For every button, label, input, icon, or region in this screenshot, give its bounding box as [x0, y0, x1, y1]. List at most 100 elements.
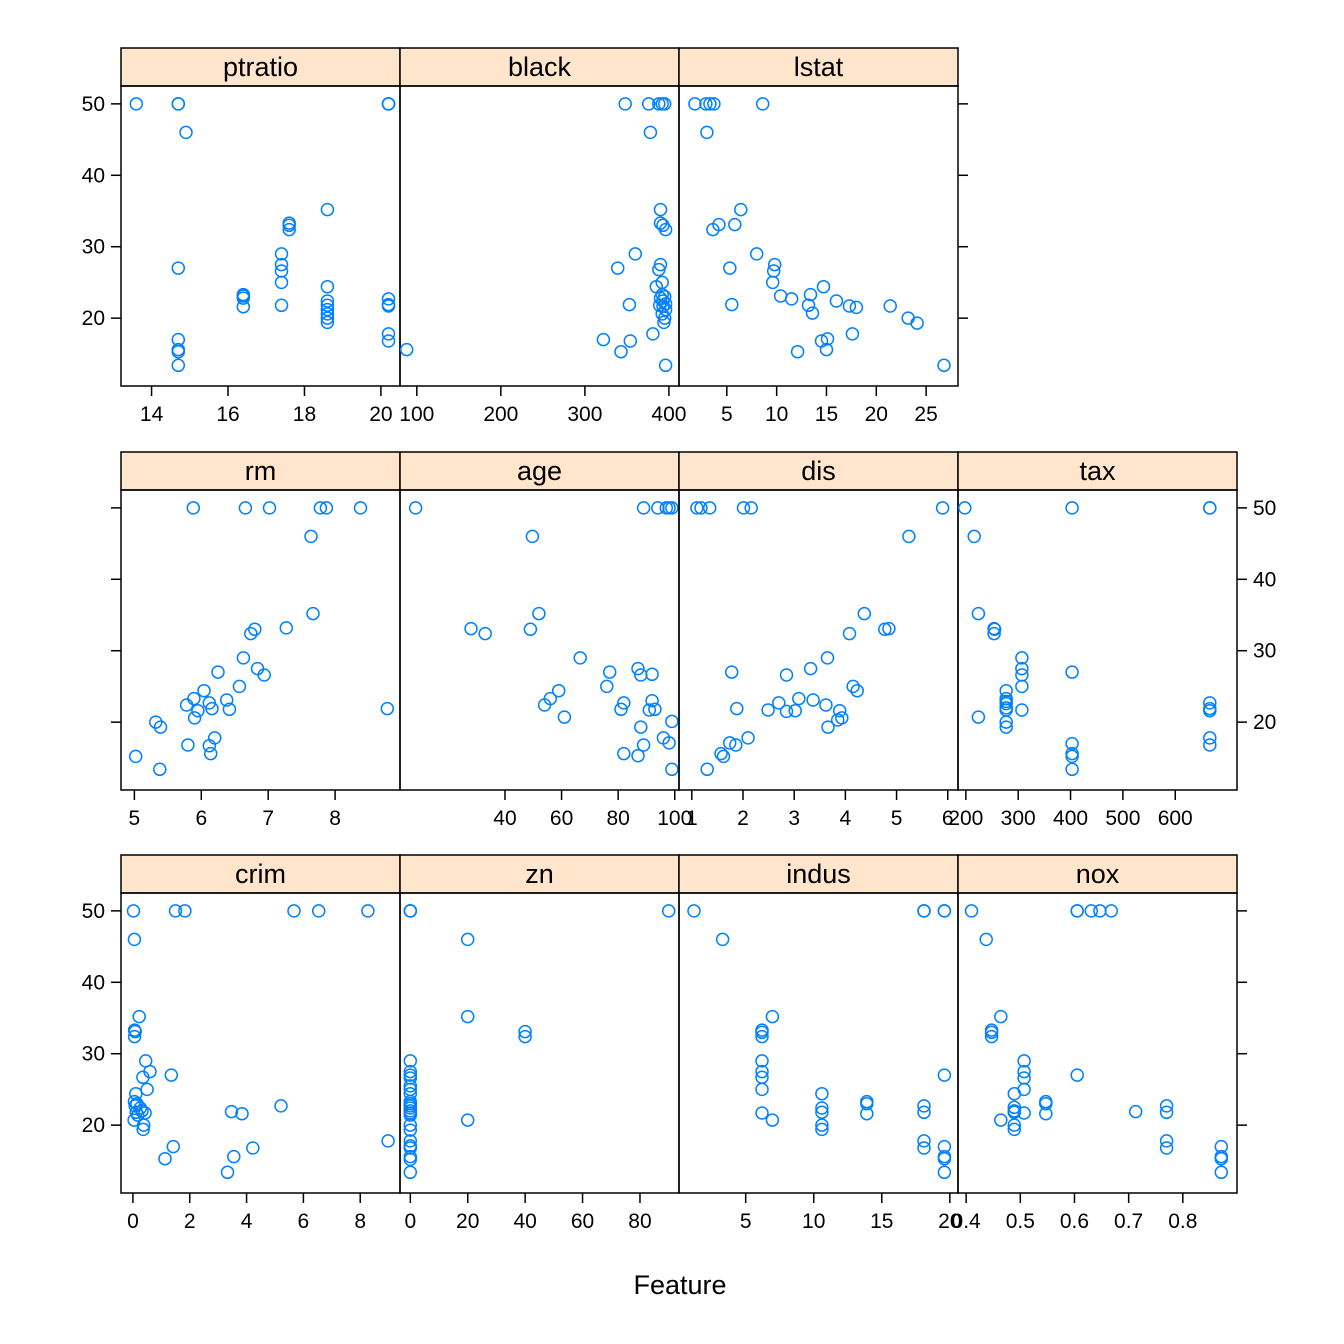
strip-label-crim: crim	[235, 859, 286, 889]
point-nox-11	[1017, 1054, 1031, 1068]
point-crim-29	[136, 1118, 151, 1132]
x-tick-label-rm-0: 5	[129, 807, 141, 830]
x-tick-label-lstat-1: 10	[765, 403, 788, 426]
frame-indus	[678, 892, 959, 1194]
x-tick-label-zn-1: 20	[456, 1210, 479, 1233]
point-lstat-9	[706, 222, 720, 237]
point-lstat-1	[699, 97, 713, 111]
x-tick-label-ptratio-3: 20	[369, 403, 392, 426]
y-tick-label-left-crim-2: 40	[82, 971, 105, 994]
point-lstat-14	[765, 275, 780, 290]
x-tick-label-age-3: 100	[657, 807, 692, 830]
point-indus-27	[917, 1134, 931, 1148]
point-crim-10	[127, 1029, 142, 1044]
point-nox-30	[1159, 1134, 1174, 1148]
point-dis-12	[803, 661, 818, 676]
x-tick-label-indus-0: 5	[740, 1210, 752, 1233]
point-ptratio-36	[381, 334, 396, 348]
point-rm-18	[187, 691, 201, 706]
point-black-20	[656, 294, 670, 308]
point-age-22	[648, 702, 662, 717]
x-tick-label-indus-1: 10	[802, 1210, 825, 1233]
point-crim-27	[235, 1106, 249, 1121]
strip-ptratio	[120, 47, 401, 87]
point-crim-26	[224, 1104, 239, 1119]
y-tick-label-left-ptratio-1: 30	[82, 236, 105, 259]
point-crim-13	[164, 1068, 179, 1082]
point-age-0	[408, 501, 423, 515]
x-tick-label-crim-2: 4	[241, 1210, 253, 1233]
point-dis-23	[779, 704, 794, 719]
y-tick-label-left-crim-1: 30	[82, 1043, 105, 1066]
point-nox-31	[1159, 1141, 1174, 1155]
point-dis-34	[700, 762, 714, 777]
point-crim-31	[381, 1134, 395, 1148]
point-rm-8	[279, 621, 294, 635]
strip-black	[399, 47, 680, 87]
point-nox-9	[984, 1025, 999, 1040]
strip-label-indus: indus	[786, 859, 851, 889]
point-nox-35	[1214, 1165, 1229, 1180]
y-tick-label-left-crim-0: 20	[82, 1114, 105, 1137]
point-lstat-3	[707, 97, 721, 111]
point-black-32	[614, 344, 628, 359]
point-tax-25	[999, 715, 1013, 729]
point-dis-27	[830, 713, 845, 727]
point-dis-19	[772, 696, 786, 710]
frame-rm	[120, 489, 401, 791]
point-dis-16	[850, 683, 864, 698]
point-age-8	[464, 621, 478, 636]
x-tick-label-dis-5: 6	[942, 807, 954, 830]
point-crim-32	[246, 1141, 260, 1155]
point-age-23	[642, 703, 657, 717]
point-dis-33	[716, 749, 731, 764]
point-zn-24	[403, 1123, 418, 1137]
point-indus-13	[937, 1068, 952, 1082]
x-tick-label-tax-4: 600	[1158, 807, 1193, 830]
point-tax-9	[1015, 651, 1029, 665]
strip-indus	[678, 854, 959, 894]
point-dis-17	[792, 691, 806, 706]
point-ptratio-24	[320, 298, 335, 313]
point-ptratio-7	[171, 344, 186, 359]
point-rm-0	[186, 501, 201, 515]
point-indus-14	[755, 1082, 769, 1097]
point-lstat-2	[703, 97, 717, 111]
point-tax-14	[999, 683, 1013, 698]
y-tick-label-right-tax-3: 50	[1253, 497, 1276, 520]
point-rm-21	[205, 701, 219, 716]
point-dis-5	[935, 501, 950, 515]
strip-rm	[120, 451, 401, 491]
point-crim-6	[127, 932, 142, 947]
panel-dis: dis 1 2 3 4 5 6	[678, 451, 959, 830]
point-ptratio-34	[381, 299, 396, 313]
y-tick-label-right-tax-2: 40	[1253, 568, 1276, 591]
x-tick-label-rm-3: 8	[329, 807, 341, 830]
point-indus-21	[815, 1105, 829, 1120]
point-nox-20	[1159, 1099, 1174, 1113]
point-indus-18	[917, 1099, 931, 1113]
point-dis-4	[744, 501, 758, 515]
point-dis-18	[806, 693, 820, 707]
x-tick-label-age-1: 60	[550, 807, 573, 830]
x-tick-label-dis-4: 5	[891, 807, 903, 830]
point-dis-1	[694, 501, 708, 515]
y-tick-label-left-ptratio-3: 50	[82, 93, 105, 116]
point-indus-9	[755, 1029, 769, 1044]
point-lstat-25	[805, 306, 820, 320]
point-zn-12	[403, 1079, 418, 1093]
point-indus-28	[917, 1141, 931, 1155]
frame-lstat	[678, 85, 959, 387]
point-age-30	[662, 736, 676, 750]
point-rm-7	[306, 606, 320, 621]
point-lstat-10	[749, 247, 764, 261]
point-rm-23	[191, 703, 205, 718]
point-dis-9	[878, 622, 892, 637]
point-lstat-21	[725, 297, 739, 312]
point-nox-12	[1017, 1064, 1031, 1079]
point-rm-1	[238, 501, 253, 515]
point-tax-27	[1203, 731, 1217, 745]
point-nox-25	[1128, 1104, 1143, 1119]
point-age-19	[645, 693, 659, 708]
point-age-31	[617, 746, 631, 761]
